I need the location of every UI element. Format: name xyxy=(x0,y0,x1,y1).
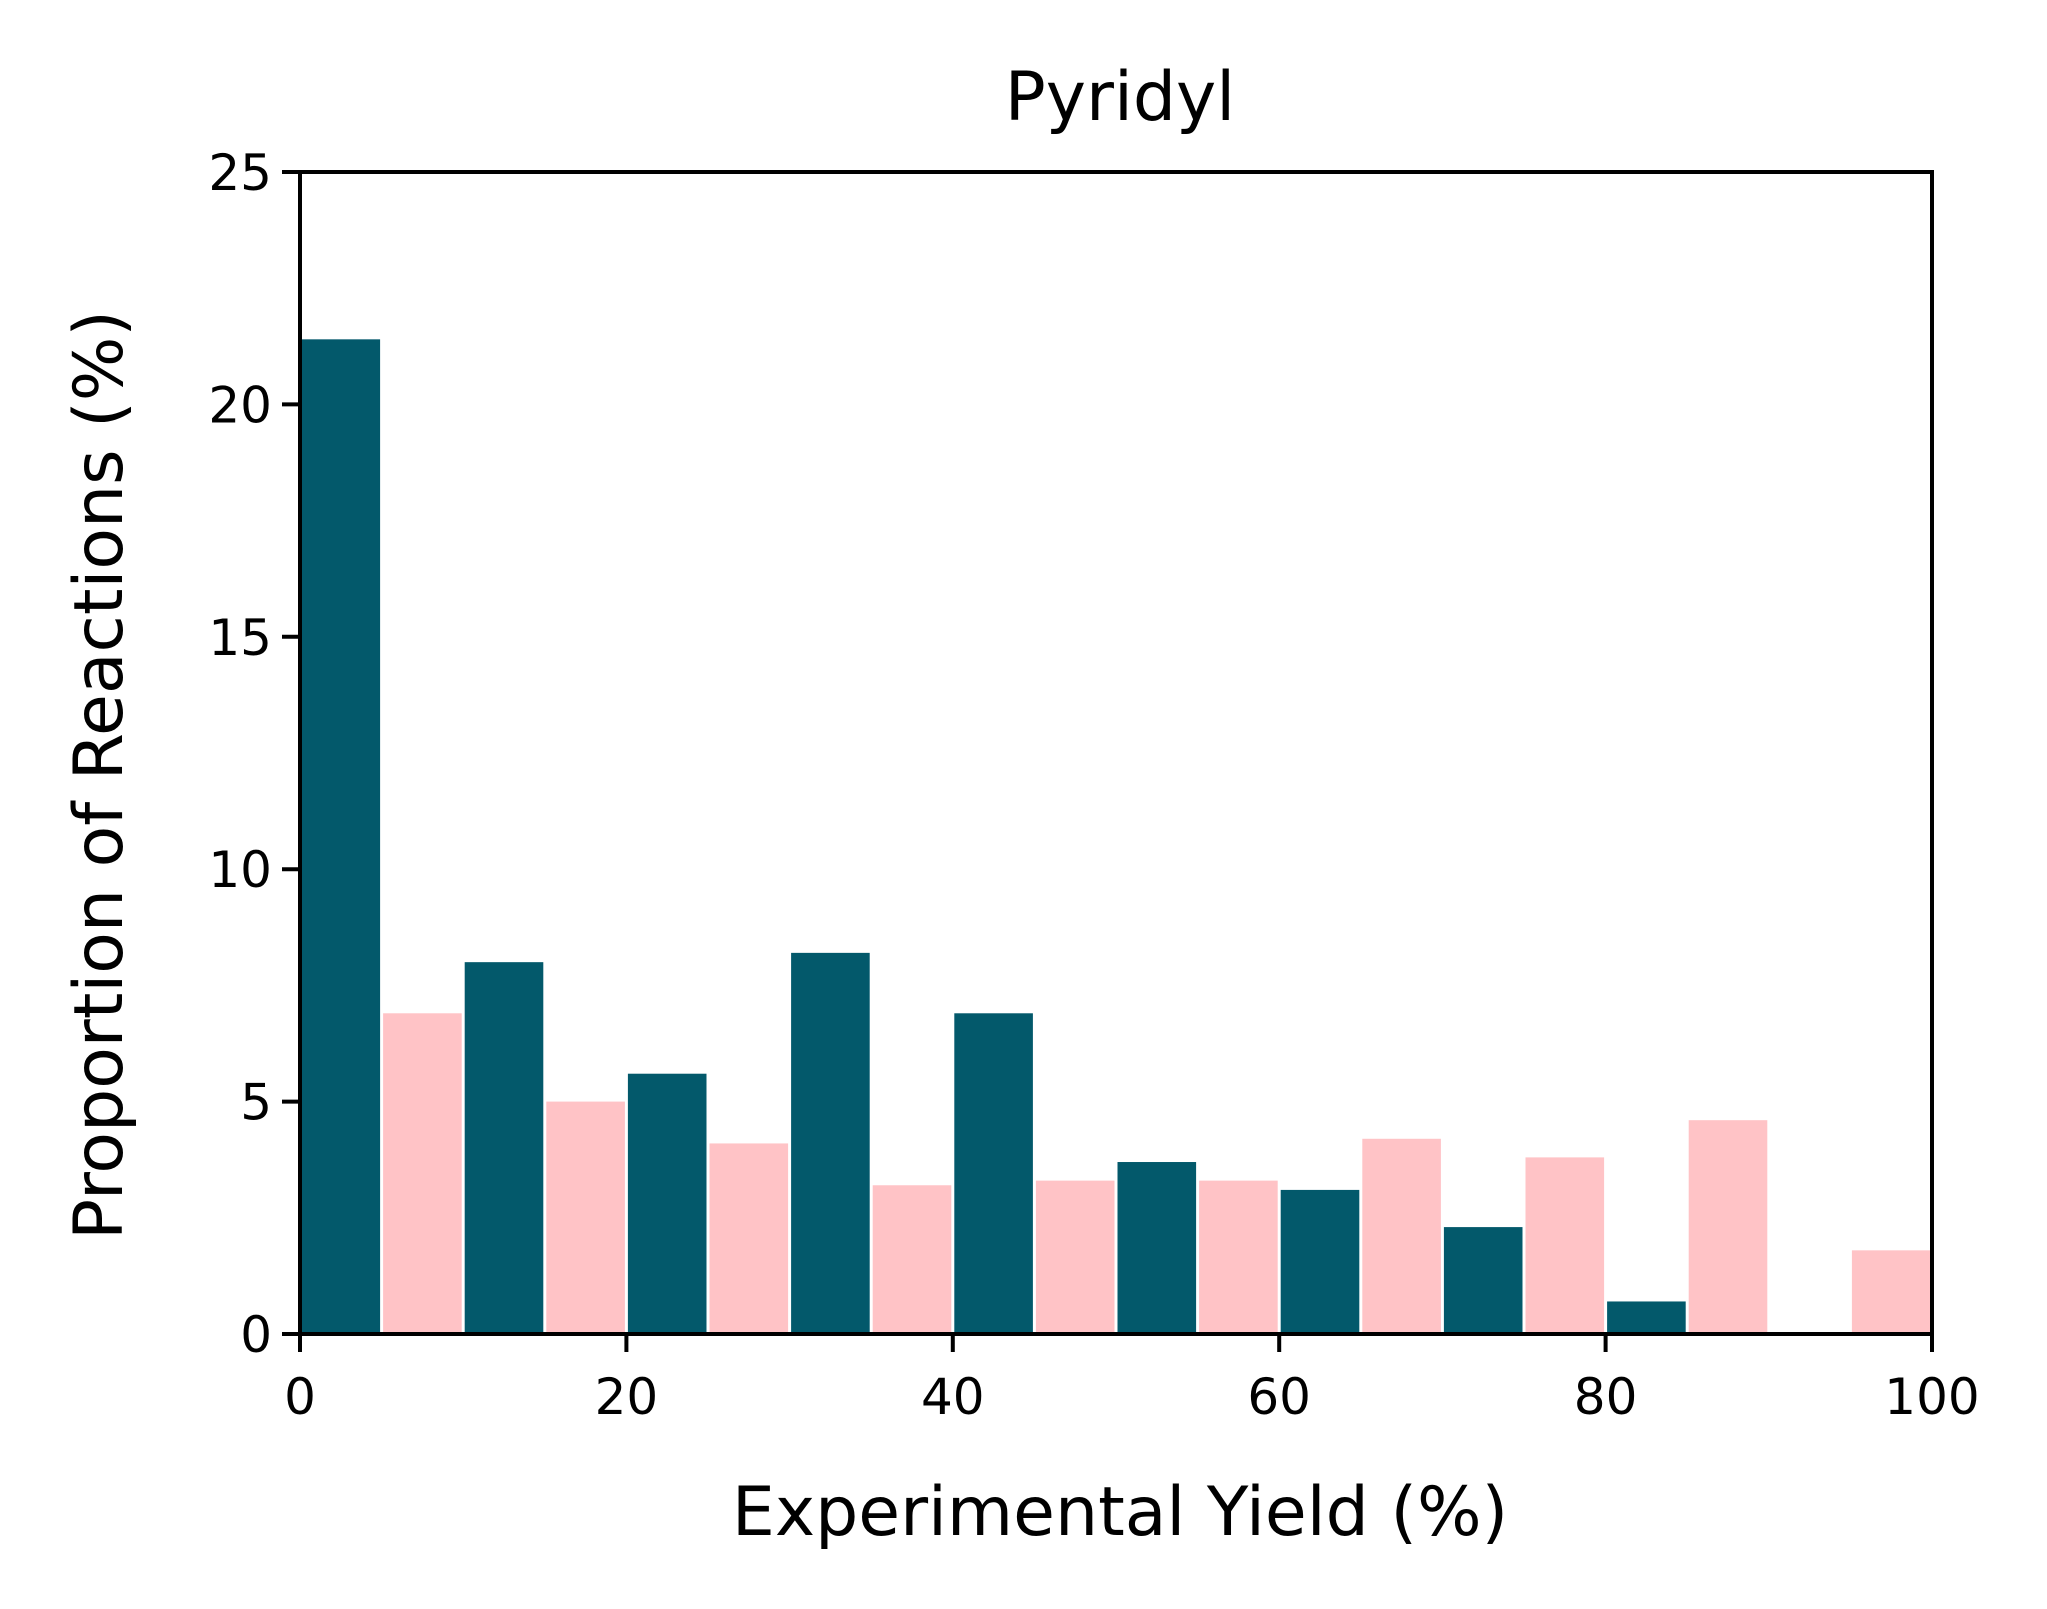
x-tick-label: 40 xyxy=(921,1368,985,1426)
bar-series2-bin5 xyxy=(1035,1180,1115,1334)
y-tick-label: 10 xyxy=(208,841,272,899)
bar-series1-bin1 xyxy=(301,339,381,1334)
bar-series2-bin3 xyxy=(709,1143,789,1334)
y-tick-label: 25 xyxy=(208,144,272,202)
bar-series1-bin6 xyxy=(1117,1162,1197,1334)
y-axis-ticks: 0 5 10 15 20 25 xyxy=(208,144,300,1364)
x-tick-label: 80 xyxy=(1574,1368,1638,1426)
bar-series1-bin5 xyxy=(954,1013,1033,1334)
y-tick-label: 15 xyxy=(208,609,272,667)
bar-series2-bin10 xyxy=(1851,1250,1931,1334)
x-tick-label: 100 xyxy=(1884,1368,1979,1426)
x-tick-label: 20 xyxy=(595,1368,659,1426)
x-tick-label: 0 xyxy=(284,1368,316,1426)
bar-series2-bin1 xyxy=(383,1013,462,1334)
bar-series1-bin4 xyxy=(791,952,870,1334)
x-tick-label: 60 xyxy=(1247,1368,1311,1426)
plot-frame xyxy=(298,170,1934,1336)
bar-series1-bin2 xyxy=(464,962,544,1334)
bar-series1-bin8 xyxy=(1443,1227,1523,1334)
bar-series2-bin6 xyxy=(1199,1180,1278,1334)
y-axis-title: Proportion of Reactions (%) xyxy=(60,310,139,1240)
bar-series1-bin7 xyxy=(1280,1189,1360,1334)
x-axis-ticks: 0 20 40 60 80 100 xyxy=(284,1334,1980,1426)
bars-group xyxy=(301,339,1931,1334)
bar-series2-bin8 xyxy=(1525,1157,1605,1334)
bar-series2-bin2 xyxy=(546,1101,625,1334)
y-tick-label: 5 xyxy=(240,1074,272,1132)
y-tick-label: 0 xyxy=(240,1306,272,1364)
y-tick-label: 20 xyxy=(208,376,272,434)
x-axis-title: Experimental Yield (%) xyxy=(732,1473,1508,1552)
bar-series2-bin9 xyxy=(1688,1120,1768,1334)
bar-series1-bin9 xyxy=(1607,1301,1686,1334)
bar-series2-bin7 xyxy=(1362,1138,1441,1334)
bar-series2-bin4 xyxy=(872,1185,952,1334)
bar-series1-bin3 xyxy=(627,1073,707,1334)
chart-title: Pyridyl xyxy=(1005,58,1235,137)
